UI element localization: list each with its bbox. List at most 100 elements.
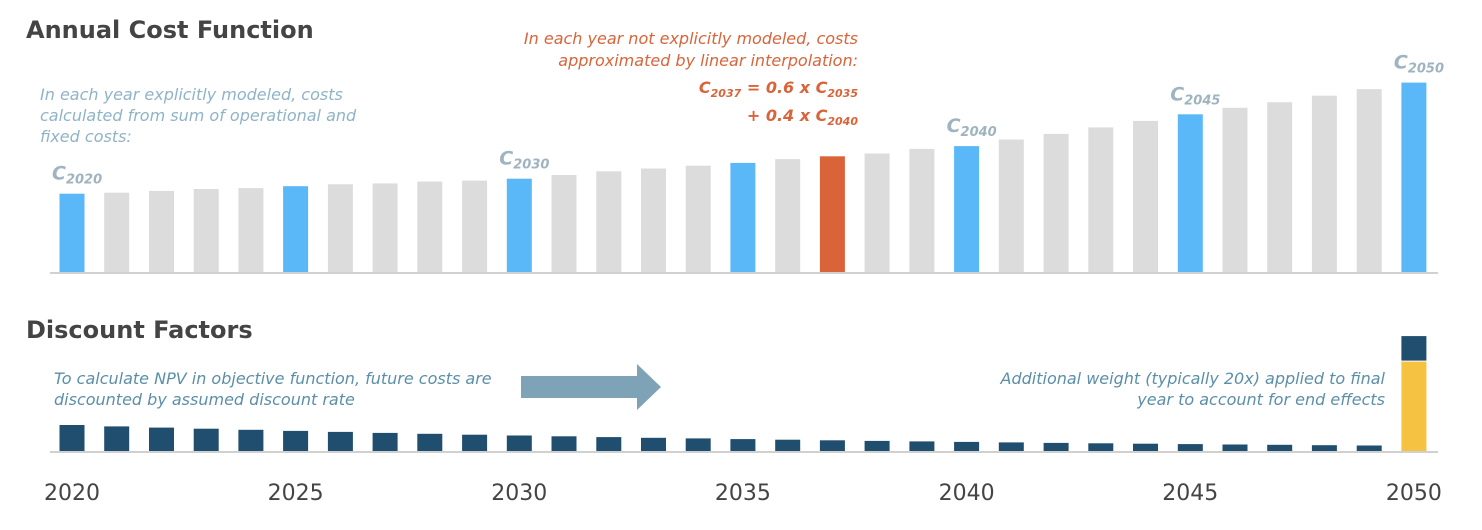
cost-bar-2027 [372,183,398,273]
cost-bar-2040 [954,146,980,273]
cost-bar-2039 [909,148,935,273]
eq-c2035: C [816,78,828,97]
modeled-note-line-3: fixed costs: [40,127,132,146]
discount-bar-2023 [193,428,219,452]
cost-label-2030: C2030 [499,148,549,173]
cost-bar-2047 [1267,102,1293,273]
discount-bar-2044 [1133,443,1158,452]
cost-bar-2050 [1401,82,1427,273]
cost-bar-2036 [775,159,801,273]
cost-bar-2044 [1133,120,1158,274]
discount-bar-2030 [506,435,532,452]
discount-bar-2022 [149,427,174,452]
modeled-note-line-1: In each year explicitly modeled, costs [40,85,343,104]
modeled-note-line-2: calculated from sum of operational and [40,106,357,125]
cost-bars [59,82,1427,274]
discount-bar-2047 [1267,444,1293,452]
discount-bar-2020 [59,425,85,452]
eq-sub-2037: 2037 [711,87,742,100]
discount-bar-2048 [1311,445,1337,452]
cost-bar-2024 [238,188,264,273]
cost-bar-2026 [327,184,353,273]
cost-bar-2031 [551,175,577,273]
cost-bar-2043 [1088,127,1114,274]
interp-note-line-2: approximated by linear interpolation: [558,51,858,70]
cost-bar-2042 [1043,133,1069,273]
tick-label-2025: 2025 [268,481,324,506]
cost-bar-2021 [104,192,130,273]
cost-label-2045: C2045 [1170,83,1220,108]
cost-bar-2022 [149,190,174,273]
cost-bar-2025 [283,186,309,273]
tick-label-2030: 2030 [491,481,547,506]
discount-bar-2035 [730,439,756,452]
cost-bar-2020 [59,193,85,273]
cost-bar-2048 [1311,95,1337,273]
tick-label-2050: 2050 [1386,481,1442,506]
discount-bar-2033 [641,437,666,452]
cost-bar-2045 [1177,114,1203,273]
discount-bar-2026 [327,431,353,452]
discount-bar-2039 [909,441,935,452]
cost-bar-2029 [462,180,488,273]
discount-bar-2041 [998,442,1024,452]
cost-bar-2023 [193,189,219,273]
discount-bar-2034 [685,438,711,452]
discount-bar-2024 [238,429,264,452]
discount-bar-2021 [104,426,130,452]
cost-bar-2033 [641,168,666,273]
end-note-line-1: Additional weight (typically 20x) applie… [1000,369,1386,388]
cost-bar-2049 [1356,89,1382,273]
cost-bar-2028 [417,181,443,273]
extra-weight-bar-2050 [1401,361,1427,453]
discount-bar-2038 [864,440,890,452]
cost-bar-2034 [685,165,711,273]
cost-bar-2032 [596,171,622,273]
discount-chart-title: Discount Factors [26,316,253,344]
discount-bar-2028 [417,433,443,452]
discount-bar-2036 [775,439,801,452]
discount-bar-2027 [372,432,398,452]
discount-bar-2040 [954,441,980,452]
interp-note-line-1: In each year not explicitly modeled, cos… [524,29,858,48]
tick-label-2035: 2035 [715,481,771,506]
end-note: Additional weight (typically 20x) applie… [1000,369,1386,409]
discount-bar-2043 [1088,443,1114,452]
discount-bar-2050 [1401,336,1427,361]
right-arrow-icon [521,364,661,410]
npv-note: To calculate NPV in objective function, … [54,369,492,409]
discount-bar-2046 [1222,444,1248,452]
tick-label-2020: 2020 [44,481,100,506]
eq-op-2: + 0.4 x [747,106,816,125]
discount-bar-2042 [1043,442,1069,452]
npv-note-line-1: To calculate NPV in objective function, … [54,369,492,388]
eq-sub-2035: 2035 [827,87,858,100]
discount-bar-2045 [1177,444,1203,452]
interp-equation-line-2: + 0.4 x C2040 [747,106,858,128]
cost-label-2020: C2020 [52,163,102,188]
discount-bar-2032 [596,437,622,452]
discount-bar-2031 [551,436,577,452]
eq-sub-2040: 2040 [827,115,858,128]
discount-bar-2029 [462,434,488,452]
discount-bars [59,336,1427,453]
discount-bar-2025 [283,430,309,452]
interp-note: In each year not explicitly modeled, cos… [524,29,858,70]
tick-label-2045: 2045 [1162,481,1218,506]
end-note-line-2: year to account for end effects [1136,390,1385,409]
eq-c2037: C [699,78,711,97]
eq-c2040: C [816,106,828,125]
interp-equation-line-1: C2037 = 0.6 x C2035 [699,78,858,100]
cost-bar-2038 [864,153,890,273]
modeled-note: In each year explicitly modeled, costs c… [40,85,357,146]
discount-tick-labels: 2020 2025 2030 2035 2040 2045 2050 [44,481,1442,506]
cost-chart-title: Annual Cost Function [26,16,314,44]
cost-bar-2046 [1222,107,1248,273]
cost-label-2050: C2050 [1394,52,1444,77]
tick-label-2040: 2040 [939,481,995,506]
cost-label-2040: C2040 [947,115,997,140]
discount-bar-2037 [819,440,845,452]
discount-bar-2049 [1356,445,1382,452]
